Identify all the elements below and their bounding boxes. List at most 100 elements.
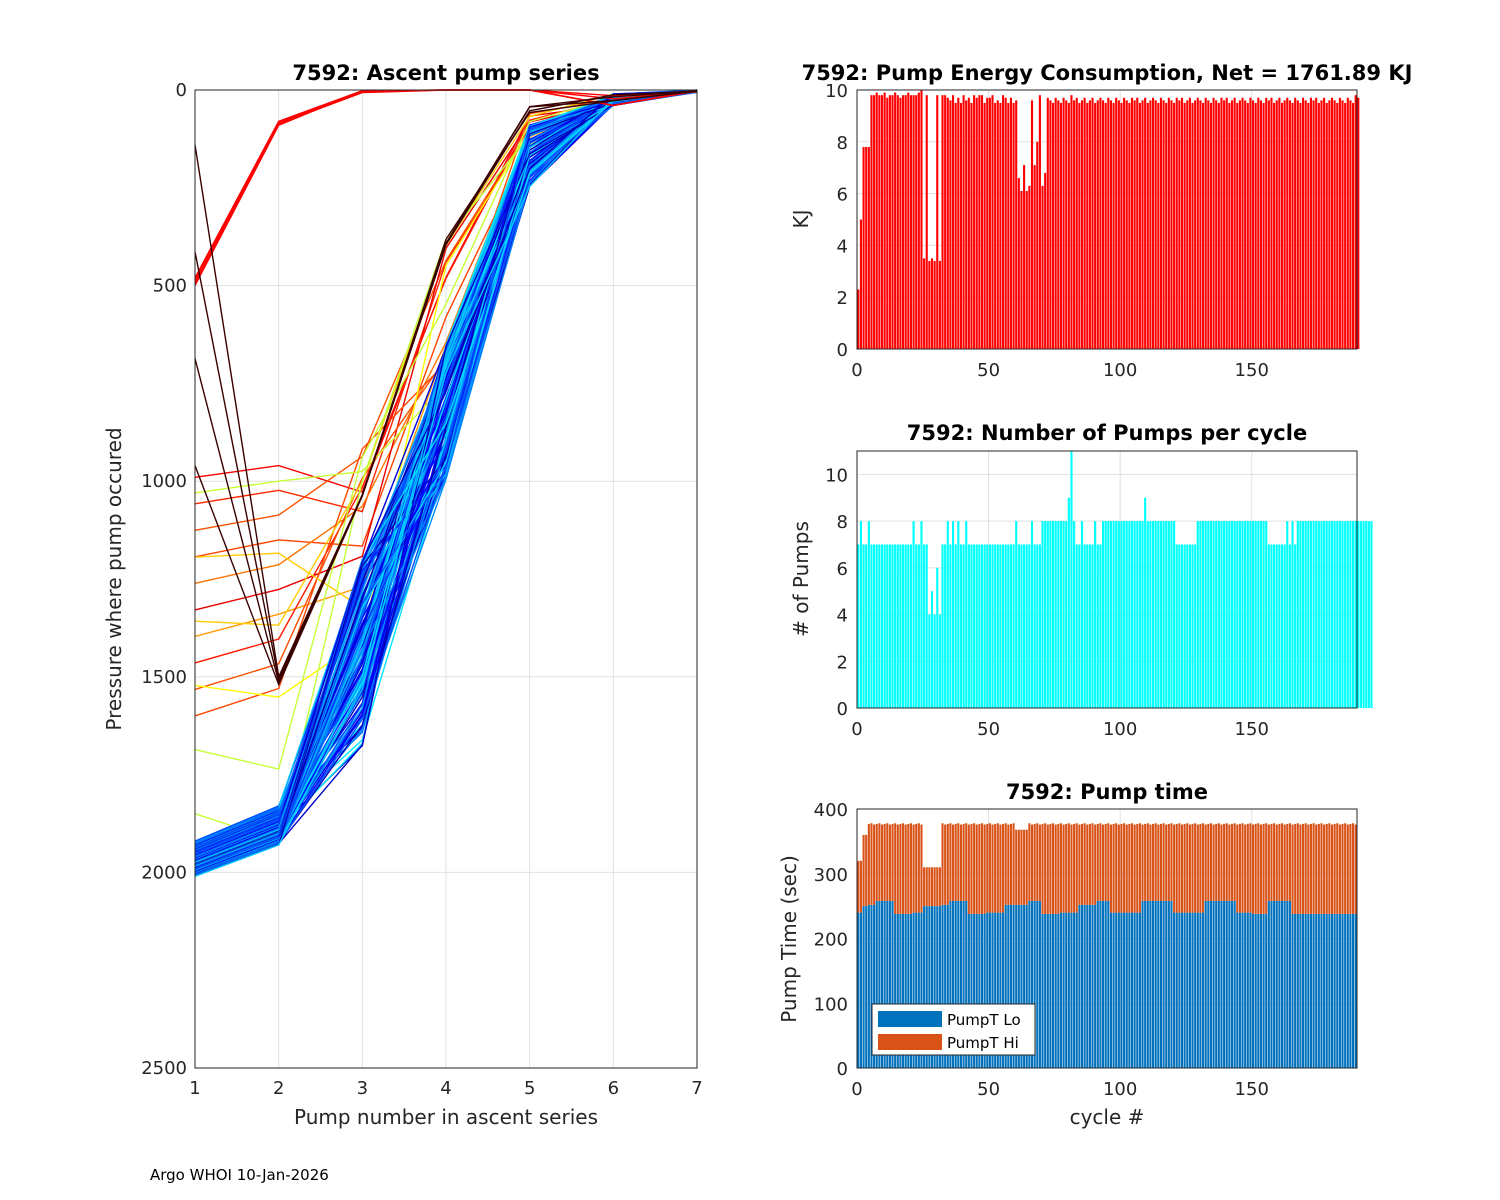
ytick-label: 200	[814, 930, 848, 951]
xtick-label: 100	[1103, 1079, 1137, 1100]
bar	[1049, 521, 1052, 708]
bar	[1038, 95, 1041, 350]
bar	[1028, 544, 1031, 708]
bar-pumpt-hi	[1315, 824, 1318, 914]
bar-pumpt-hi	[1278, 823, 1281, 901]
bar-pumpt-lo	[1312, 913, 1315, 1068]
ascent-xtick-label: 7	[691, 1078, 702, 1099]
bar-pumpt-hi	[1073, 823, 1076, 913]
bar-pumpt-hi	[1002, 823, 1005, 913]
bar	[959, 544, 962, 708]
bar-pumpt-hi	[1307, 824, 1310, 914]
bar	[1252, 100, 1255, 349]
bar-pumpt-hi	[1165, 824, 1168, 901]
bar-pumpt-lo	[1270, 900, 1273, 1068]
bar	[1102, 521, 1105, 708]
bar	[1173, 102, 1176, 349]
bar	[1349, 100, 1352, 349]
bar	[994, 544, 997, 708]
bar-pumpt-hi	[1065, 823, 1068, 913]
bar-pumpt-hi	[949, 823, 952, 901]
bar	[1233, 97, 1236, 350]
bar	[888, 95, 891, 350]
bar-pumpt-hi	[1302, 823, 1305, 914]
bar-pumpt-lo	[1330, 913, 1334, 1068]
bar	[1191, 544, 1194, 708]
bar	[1165, 102, 1168, 349]
bar-pumpt-hi	[878, 823, 881, 901]
bar	[962, 95, 965, 350]
bar-pumpt-lo	[941, 904, 944, 1068]
bar	[1259, 521, 1262, 708]
bar-pumpt-lo	[1141, 900, 1144, 1068]
bar	[1338, 97, 1341, 350]
bar	[952, 521, 955, 708]
bar	[1286, 97, 1289, 350]
bar	[909, 95, 912, 350]
bar-pumpt-lo	[1344, 913, 1347, 1068]
bar-pumpt-hi	[1180, 824, 1184, 913]
bar	[1125, 100, 1128, 349]
bar-pumpt-hi	[1294, 823, 1297, 914]
bar	[1057, 521, 1060, 708]
bar-pumpt-hi	[967, 824, 970, 914]
bar-pumpt-hi	[1309, 823, 1312, 914]
bar-pumpt-hi	[1038, 824, 1041, 901]
bar-pumpt-hi	[867, 823, 870, 905]
bar-pumpt-lo	[1070, 912, 1073, 1068]
bar	[1344, 102, 1347, 349]
bar-pumpt-hi	[1257, 823, 1260, 914]
bar-pumpt-hi	[907, 823, 910, 914]
bar	[1246, 102, 1249, 349]
bar	[1207, 521, 1210, 708]
bar-pumpt-hi	[1070, 824, 1073, 913]
bar	[1144, 497, 1147, 708]
bar-pumpt-lo	[988, 912, 991, 1068]
bar-pumpt-lo	[1073, 912, 1076, 1068]
bar	[1291, 521, 1294, 708]
bar	[923, 258, 926, 349]
bar	[1030, 521, 1034, 708]
bar-pumpt-lo	[1007, 904, 1010, 1068]
pumps-axes-box	[856, 450, 1358, 709]
bar-pumpt-hi	[1236, 824, 1239, 913]
bar-pumpt-hi	[909, 823, 912, 914]
ytick-label: 100	[814, 994, 848, 1015]
bar-pumpt-lo	[1144, 900, 1147, 1068]
bar	[1225, 97, 1228, 350]
bar	[1086, 544, 1089, 708]
bar-pumpt-hi	[1138, 823, 1141, 913]
ascent-ytick-label: 1500	[141, 667, 187, 688]
bar	[1299, 102, 1302, 349]
bar-pumpt-hi	[1283, 824, 1286, 901]
bar-pumpt-lo	[1349, 913, 1352, 1068]
bar-pumpt-lo	[1030, 900, 1034, 1068]
bar	[1228, 521, 1231, 708]
bar-pumpt-lo	[1341, 913, 1344, 1068]
bar	[1257, 521, 1260, 708]
ascent-ytick-label: 2500	[141, 1058, 187, 1079]
bar	[1130, 521, 1134, 708]
bar	[1180, 97, 1184, 350]
bar	[1238, 521, 1241, 708]
bar-pumpt-lo	[1078, 904, 1081, 1068]
bar	[986, 97, 989, 350]
bar-pumpt-lo	[1259, 913, 1262, 1068]
bar-pumpt-lo	[1188, 912, 1191, 1068]
bar-pumpt-hi	[1052, 823, 1055, 914]
bar	[1062, 521, 1065, 708]
bar-pumpt-hi	[941, 823, 944, 905]
bar-pumpt-lo	[1167, 900, 1170, 1068]
bar-pumpt-lo	[1033, 900, 1036, 1068]
bar-pumpt-hi	[933, 867, 936, 907]
legend-swatch-lo	[878, 1011, 942, 1027]
bar	[875, 544, 878, 708]
bar	[988, 544, 991, 708]
bar-pumpt-hi	[1125, 824, 1128, 913]
bar	[1007, 102, 1010, 349]
bar-pumpt-hi	[946, 823, 949, 905]
bar	[1215, 100, 1218, 349]
bar-pumpt-hi	[1099, 823, 1102, 901]
bar	[1367, 521, 1370, 708]
bar	[1362, 521, 1365, 708]
